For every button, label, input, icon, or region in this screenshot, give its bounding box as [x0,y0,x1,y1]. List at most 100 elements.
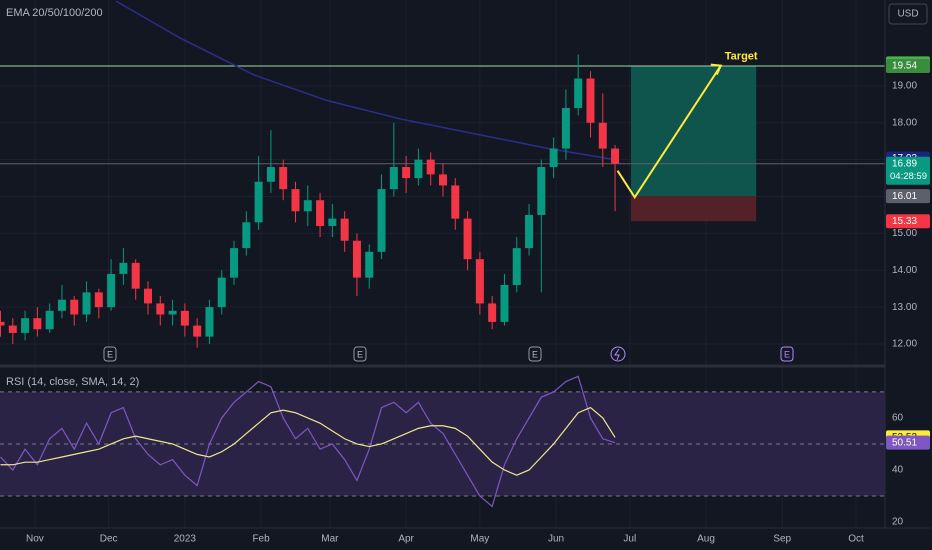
target-arrow [616,65,722,200]
x-tick-label: Aug [697,534,715,545]
candle-body [365,251,374,278]
price-label-box [886,156,930,185]
earnings-icon[interactable] [353,346,367,362]
candle-body [119,262,128,274]
price-label: 16.89 [892,158,917,169]
x-tick-label: Sep [773,534,791,545]
y-tick-label: 19.00 [892,81,917,92]
rsi-line [0,406,616,476]
candle-body [426,159,435,175]
candle-body [438,174,447,186]
currency-box[interactable] [888,3,928,25]
event-icons [103,346,794,362]
main-title: EMA 20/50/100/200 [6,7,103,19]
candle-body [45,310,54,330]
countdown: 04:28:59 [890,171,927,182]
candle-body [0,321,5,326]
y-tick-label: 15.00 [892,228,917,239]
y-tick-label: 14.00 [892,265,917,276]
candle-body [193,325,202,337]
price-label-box [886,214,930,229]
candle-body [230,248,239,278]
x-tick-label: Jun [548,534,564,545]
candle-body [316,200,325,227]
x-tick-label: Feb [252,534,270,545]
candle-body [402,167,411,179]
rsi-tick-label: 60 [892,413,904,424]
candle-body [352,240,361,278]
candle-body [303,200,312,212]
candle-body [205,307,214,337]
y-tick-label: 18.00 [892,117,917,128]
rsi-label-box [886,435,930,450]
event-letters: E E E E [107,348,790,361]
price-label: 19.54 [892,61,917,72]
icon-glyph [614,348,620,361]
candle-body [598,122,607,149]
price-label: 16.01 [892,191,917,202]
candle-body [131,262,140,289]
earnings-icon[interactable] [103,346,117,362]
candle-body [512,248,521,285]
currency[interactable]: USD [897,9,918,20]
arrow-head [710,63,723,76]
earnings-icon[interactable] [528,346,542,362]
candle-body [94,292,103,308]
y-tick-label: 13.00 [892,302,917,313]
price-label-box [886,189,930,204]
candle-body [168,310,177,315]
x-tick-label: Nov [26,534,44,545]
candle-body [57,299,66,311]
candle-body [254,181,263,223]
annotation-text: Target [725,51,758,63]
candle-body [475,259,484,304]
x-tick-label: Oct [848,534,864,545]
candle-body [561,108,570,149]
candle-body [107,273,116,308]
stop-zone [631,196,757,222]
icon-glyph: E [784,349,790,359]
icon-glyph: E [532,349,538,359]
candle-body [340,218,349,241]
candle-body [279,167,288,190]
price-label-box [886,58,930,73]
candle-body [537,167,546,215]
dividend-icon[interactable] [610,346,626,362]
rsi-tick-label: 20 [892,517,904,528]
candle-body [549,148,558,168]
earnings-icon[interactable] [780,346,794,362]
x-tick-label: May [470,534,489,545]
rsi-tick-label: 40 [892,465,904,476]
candle-body [33,318,42,330]
candle-body [143,288,152,304]
candle-body [180,310,189,326]
candle-body [389,167,398,190]
candle-body [500,284,509,322]
marks-layer [0,0,885,508]
candle-body [82,292,91,315]
candle-body [611,148,620,164]
rsi-label: 50.51 [892,437,917,448]
candle-body [242,222,251,249]
icon-glyph: E [107,349,113,359]
candle-body [156,303,165,315]
rsi-line [0,375,616,508]
candle-body [451,185,460,219]
candle-body [574,78,583,109]
ema-line [115,0,616,161]
x-tick-label: Mar [321,534,339,545]
y-tick-label: 12.00 [892,339,917,350]
price-label: 15.33 [892,216,917,227]
rsi-title: RSI (14, close, SMA, 14, 2) [6,376,139,388]
x-tick-label: Jul [623,534,636,545]
candle-body [525,214,534,249]
x-tick-label: 2023 [174,534,197,545]
candle-body [488,303,497,322]
candle-body [217,277,226,308]
target-zone [631,65,757,197]
candle-body [291,189,300,212]
icon-glyph: E [357,349,363,359]
x-tick-label: Dec [100,534,118,545]
candle-body [463,218,472,260]
